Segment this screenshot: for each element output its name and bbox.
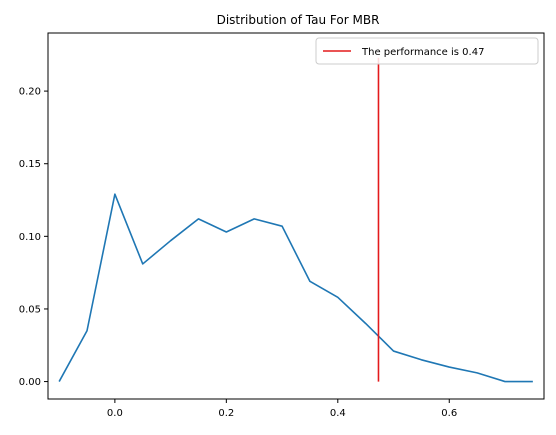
x-tick-label: 0.4 xyxy=(330,408,346,419)
y-tick-label: 0.15 xyxy=(19,159,41,170)
chart-title: Distribution of Tau For MBR xyxy=(217,13,380,27)
x-tick-label: 0.6 xyxy=(441,408,457,419)
axes-frame xyxy=(47,32,545,400)
y-tick-label: 0.10 xyxy=(19,232,41,243)
x-tick-label: 0.2 xyxy=(218,408,234,419)
y-tick-label: 0.05 xyxy=(19,304,41,315)
legend-label: The performance is 0.47 xyxy=(361,47,484,58)
y-axis: 0.00 0.05 0.10 0.15 0.20 xyxy=(19,87,48,388)
series-layer xyxy=(58,193,533,383)
plot-area xyxy=(47,32,545,400)
y-tick-label: 0.00 xyxy=(19,377,41,388)
y-tick-label: 0.20 xyxy=(19,87,41,98)
legend-box xyxy=(315,37,539,65)
series-line xyxy=(58,193,533,383)
x-tick-label: 0.0 xyxy=(107,408,123,419)
legend: The performance is 0.47 xyxy=(315,37,539,65)
x-axis: 0.0 0.2 0.4 0.6 xyxy=(107,399,457,419)
